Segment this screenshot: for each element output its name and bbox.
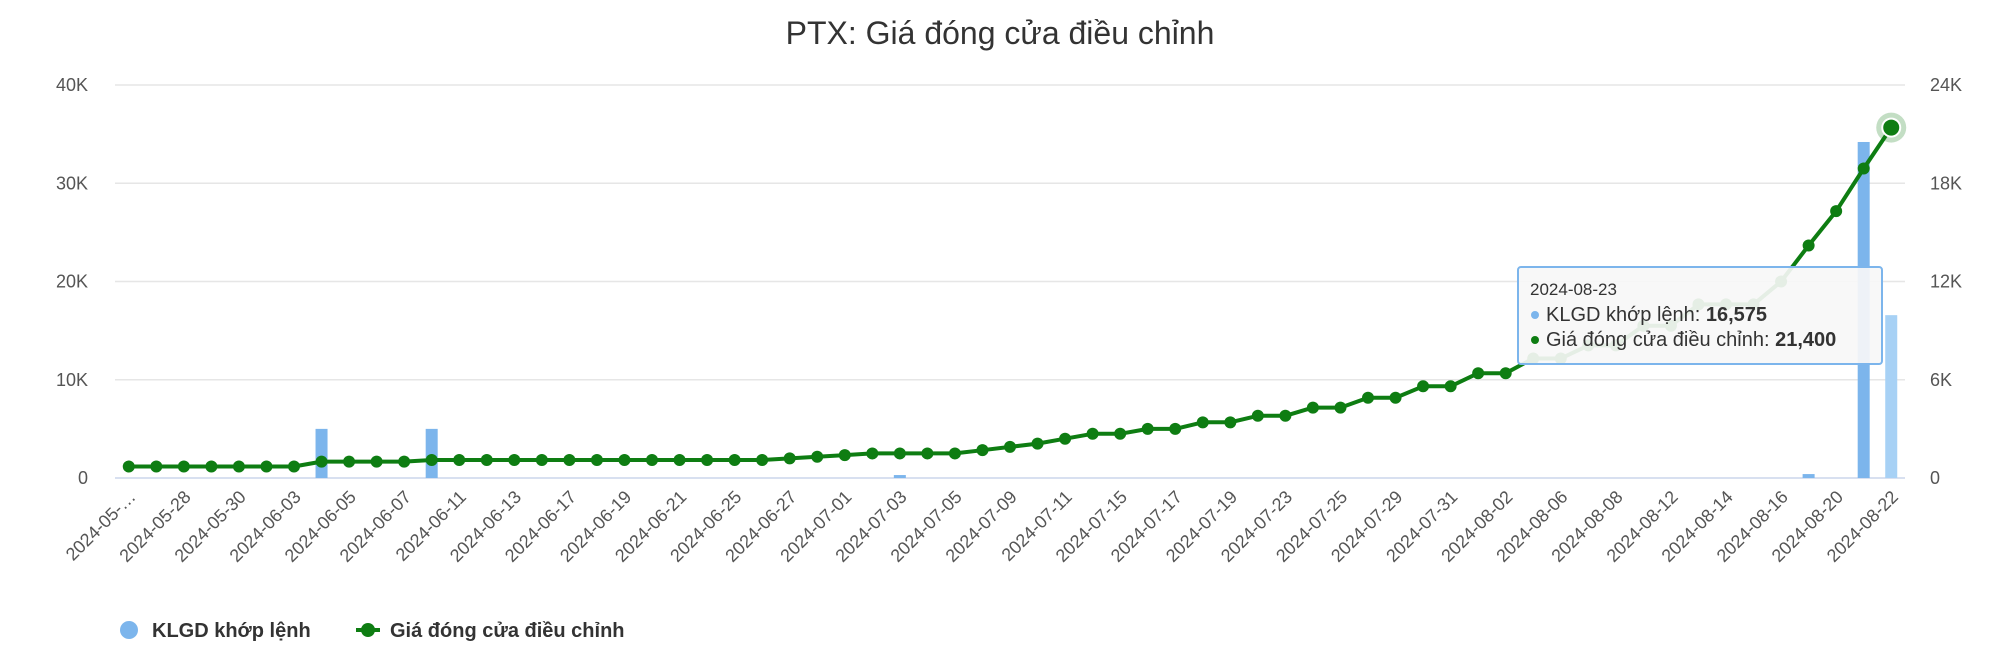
- legend[interactable]: KLGD khớp lệnh Giá đóng cửa điều chỉnh: [120, 620, 625, 642]
- tooltip-box: [1517, 266, 1883, 365]
- y-right-tick-label: 12K: [1930, 272, 1962, 292]
- tooltip-line1-value: 16,575: [1706, 304, 1767, 326]
- legend-volume-marker: [120, 621, 138, 639]
- price-point[interactable]: [1362, 391, 1374, 404]
- tooltip-line1: KLGD khớp lệnh: 16,575: [1546, 304, 1767, 326]
- y-right-tick-label: 0: [1930, 468, 1940, 488]
- price-point[interactable]: [646, 453, 658, 466]
- y-right-tick-label: 6K: [1930, 370, 1952, 390]
- chart-title: PTX: Giá đóng cửa điều chỉnh: [786, 15, 1215, 51]
- price-point[interactable]: [205, 460, 218, 473]
- price-point[interactable]: [1389, 391, 1402, 404]
- price-point[interactable]: [838, 449, 851, 462]
- price-point[interactable]: [673, 453, 686, 466]
- price-point[interactable]: [1306, 401, 1319, 414]
- legend-price-label: Giá đóng cửa điều chỉnh: [390, 620, 625, 642]
- y-left-tick-label: 20K: [56, 272, 88, 292]
- price-point[interactable]: [1444, 380, 1457, 393]
- price-point[interactable]: [288, 460, 300, 473]
- price-point[interactable]: [590, 453, 603, 466]
- legend-item-price[interactable]: Giá đóng cửa điều chỉnh: [356, 620, 625, 642]
- price-point[interactable]: [976, 444, 989, 457]
- price-point[interactable]: [315, 455, 328, 468]
- price-point[interactable]: [370, 455, 383, 468]
- tooltip-line2-label: Giá đóng cửa điều chỉnh:: [1546, 329, 1775, 351]
- price-point[interactable]: [921, 447, 934, 460]
- tooltip-bar-marker: [1531, 311, 1539, 319]
- volume-bar: [1885, 315, 1898, 478]
- legend-price-marker: [361, 623, 375, 637]
- y-left-tick-label: 30K: [56, 173, 88, 193]
- y-left-tick-label: 0: [78, 468, 88, 488]
- tooltip: 2024-08-23 KLGD khớp lệnh: 16,575 Giá đó…: [1517, 266, 1883, 365]
- price-point[interactable]: [1417, 380, 1430, 393]
- price-point[interactable]: [1224, 416, 1237, 429]
- price-point[interactable]: [1857, 162, 1870, 175]
- price-point[interactable]: [563, 453, 576, 466]
- price-point[interactable]: [453, 453, 466, 466]
- legend-volume-label: KLGD khớp lệnh: [152, 620, 311, 642]
- price-point[interactable]: [756, 453, 769, 466]
- volume-bar: [893, 475, 906, 478]
- price-point[interactable]: [150, 460, 163, 473]
- y-axis-right: 0 6K 12K 18K 24K: [1930, 75, 1962, 488]
- price-point[interactable]: [893, 447, 906, 460]
- price-point[interactable]: [948, 447, 961, 460]
- gridlines: [115, 84, 1905, 479]
- price-point[interactable]: [398, 455, 411, 468]
- price-point[interactable]: [1251, 409, 1264, 422]
- price-point[interactable]: [1881, 117, 1902, 138]
- price-point[interactable]: [425, 453, 438, 466]
- price-point[interactable]: [1830, 205, 1843, 218]
- y-left-tick-label: 40K: [56, 75, 88, 95]
- price-point[interactable]: [618, 453, 631, 466]
- price-point[interactable]: [866, 447, 879, 460]
- price-point[interactable]: [122, 460, 135, 473]
- price-point[interactable]: [1004, 440, 1016, 453]
- volume-bar: [1802, 474, 1815, 478]
- price-point[interactable]: [535, 453, 548, 466]
- y-right-tick-label: 24K: [1930, 75, 1962, 95]
- price-point[interactable]: [728, 453, 741, 466]
- price-point[interactable]: [1059, 432, 1072, 445]
- price-point[interactable]: [1086, 427, 1099, 440]
- price-point[interactable]: [1802, 239, 1815, 252]
- y-axis-left: 0 10K 20K 30K 40K: [56, 75, 88, 488]
- price-point[interactable]: [1279, 409, 1292, 422]
- price-point[interactable]: [701, 453, 714, 466]
- y-right-tick-label: 18K: [1930, 173, 1962, 193]
- price-point[interactable]: [1196, 416, 1209, 429]
- tooltip-line1-label: KLGD khớp lệnh:: [1546, 304, 1706, 326]
- price-point[interactable]: [783, 452, 796, 465]
- price-point[interactable]: [1334, 401, 1347, 414]
- price-point[interactable]: [480, 453, 493, 466]
- price-point[interactable]: [1141, 422, 1154, 435]
- price-point[interactable]: [1031, 437, 1044, 450]
- volume-bar: [315, 428, 328, 478]
- tooltip-line-marker: [1531, 336, 1539, 344]
- tooltip-line2-value: 21,400: [1775, 329, 1836, 351]
- price-point[interactable]: [811, 450, 824, 463]
- price-point[interactable]: [508, 453, 521, 466]
- y-left-tick-label: 10K: [56, 370, 88, 390]
- tooltip-date: 2024-08-23: [1530, 280, 1617, 299]
- price-point[interactable]: [1472, 367, 1485, 380]
- price-point[interactable]: [1114, 427, 1127, 440]
- tooltip-line2: Giá đóng cửa điều chỉnh: 21,400: [1546, 329, 1836, 351]
- price-point[interactable]: [232, 460, 245, 473]
- price-point[interactable]: [177, 460, 190, 473]
- price-point[interactable]: [260, 460, 273, 473]
- x-axis: 2024-05-…2024-05-282024-05-302024-06-032…: [62, 487, 1902, 566]
- legend-item-volume[interactable]: KLGD khớp lệnh: [120, 620, 311, 642]
- price-point[interactable]: [343, 455, 356, 468]
- price-point[interactable]: [1499, 367, 1512, 380]
- volume-bar: [425, 428, 438, 478]
- price-point[interactable]: [1169, 422, 1182, 435]
